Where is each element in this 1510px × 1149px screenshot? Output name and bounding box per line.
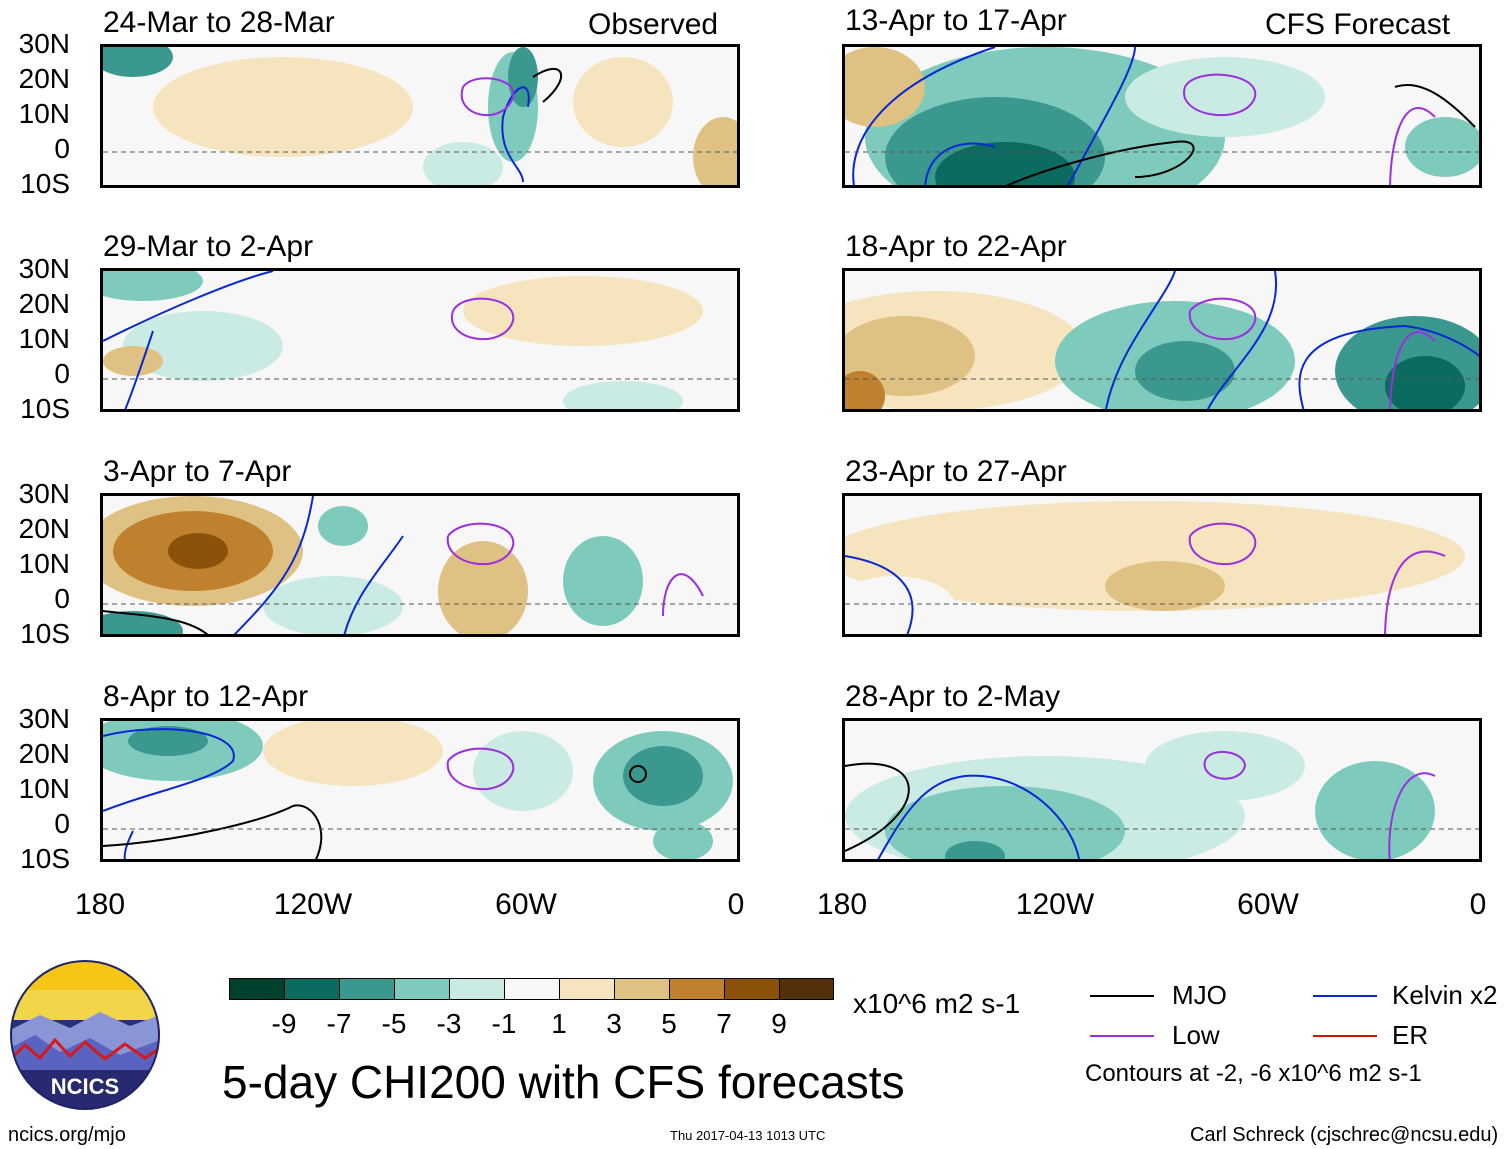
colorbar-cell: [559, 978, 615, 1000]
footer-credit: Carl Schreck (cjschrec@ncsu.edu): [1190, 1124, 1499, 1146]
legend-label-er: ER: [1392, 1020, 1429, 1050]
legend-line-kelvin: [1313, 995, 1377, 997]
colorbar-cell: [779, 978, 834, 1000]
lon-label: 120W: [1015, 888, 1095, 921]
lat-label: 10S: [20, 393, 70, 424]
lat-label: 10S: [20, 168, 70, 199]
map-plot: [842, 718, 1482, 862]
legend-line-er: [1313, 1035, 1377, 1037]
lon-label: 180: [74, 888, 126, 921]
panel-title: 3-Apr to 7-Apr: [103, 455, 292, 488]
lon-label: 0: [1469, 888, 1487, 921]
lat-label: 10N: [18, 548, 70, 579]
legend-label-kelvin: Kelvin x2: [1392, 980, 1498, 1010]
map-field: [845, 731, 1479, 859]
map-plot: [842, 44, 1482, 188]
colorbar-cell: [284, 978, 340, 1000]
colorbar-tick: 7: [716, 1008, 732, 1039]
lat-label: 20N: [18, 288, 70, 319]
lat-label: 20N: [18, 738, 70, 769]
colorbar-tick: -9: [271, 1008, 297, 1039]
legend-label-low: Low: [1172, 1020, 1220, 1050]
colorbar-cell: [724, 978, 780, 1000]
lat-label: 0: [54, 133, 70, 164]
map-plot: [100, 493, 740, 637]
lat-label: 0: [54, 358, 70, 389]
lat-label: 30N: [18, 253, 70, 284]
panel-title: 23-Apr to 27-Apr: [845, 455, 1067, 488]
map-plot: [842, 493, 1482, 637]
lat-label: 20N: [18, 63, 70, 94]
map-field: [845, 271, 1479, 409]
colorbar-cell: [394, 978, 450, 1000]
footer-timestamp: Thu 2017-04-13 1013 UTC: [670, 1128, 826, 1143]
panel-title: 18-Apr to 22-Apr: [845, 230, 1067, 263]
lat-label: 10S: [20, 843, 70, 874]
panel-title: 29-Mar to 2-Apr: [103, 230, 314, 263]
colorbar-cell: [449, 978, 505, 1000]
ncics-logo: NCICS: [10, 960, 160, 1110]
colorbar-cell: [614, 978, 670, 1000]
lat-label: 0: [54, 583, 70, 614]
map-field: [103, 271, 737, 409]
colorbar-cell: [229, 978, 285, 1000]
map-field: [845, 501, 1479, 634]
lon-label: 60W: [495, 888, 557, 921]
lat-label: 30N: [18, 703, 70, 734]
map-plot: [100, 718, 740, 862]
colorbar-tick: -1: [491, 1008, 517, 1039]
colorbar-tick: -7: [326, 1008, 352, 1039]
lat-label: 10N: [18, 323, 70, 354]
panel-title: 8-Apr to 12-Apr: [103, 680, 309, 713]
logo-text: NCICS: [51, 1074, 119, 1099]
map-field: [845, 47, 1479, 185]
map-field: [103, 721, 737, 859]
legend-label-mjo: MJO: [1172, 980, 1227, 1010]
map-plot: [100, 44, 740, 188]
lat-label: 0: [54, 808, 70, 839]
contour-note: Contours at -2, -6 x10^6 m2 s-1: [1085, 1060, 1422, 1087]
colorbar-tick: 9: [771, 1008, 787, 1039]
lat-label: 30N: [18, 28, 70, 59]
colorbar-tick: 3: [606, 1008, 622, 1039]
panel-title: 24-Mar to 28-Mar: [103, 6, 335, 39]
colorbar-cell: [504, 978, 560, 1000]
colorbar-cell: [669, 978, 725, 1000]
lon-label: 0: [727, 888, 745, 921]
forecast-label: CFS Forecast: [1265, 8, 1451, 41]
colorbar-tick: 5: [661, 1008, 677, 1039]
map-plot: [842, 268, 1482, 412]
colorbar-tick: -3: [436, 1008, 462, 1039]
colorbar-tick: -5: [381, 1008, 407, 1039]
lon-label: 60W: [1237, 888, 1299, 921]
observed-label: Observed: [588, 8, 719, 41]
lat-label: 30N: [18, 478, 70, 509]
colorbar-cell: [339, 978, 395, 1000]
colorbar-units: x10^6 m2 s-1: [853, 988, 1021, 1019]
map-plot: [100, 268, 740, 412]
footer-url[interactable]: ncics.org/mjo: [8, 1124, 126, 1146]
lat-label: 10S: [20, 618, 70, 649]
figure-title: 5-day CHI200 with CFS forecasts: [222, 1056, 905, 1108]
lat-label: 10N: [18, 773, 70, 804]
legend-line-low: [1090, 1035, 1154, 1037]
lon-label: 120W: [273, 888, 353, 921]
colorbar-tick: 1: [551, 1008, 567, 1039]
lat-label: 20N: [18, 513, 70, 544]
map-field: [103, 47, 737, 185]
panel-title: 13-Apr to 17-Apr: [845, 4, 1067, 37]
panel-title: 28-Apr to 2-May: [845, 680, 1061, 713]
map-field: [103, 496, 737, 634]
lon-label: 180: [816, 888, 868, 921]
legend-line-mjo: [1090, 995, 1154, 997]
lat-label: 10N: [18, 98, 70, 129]
